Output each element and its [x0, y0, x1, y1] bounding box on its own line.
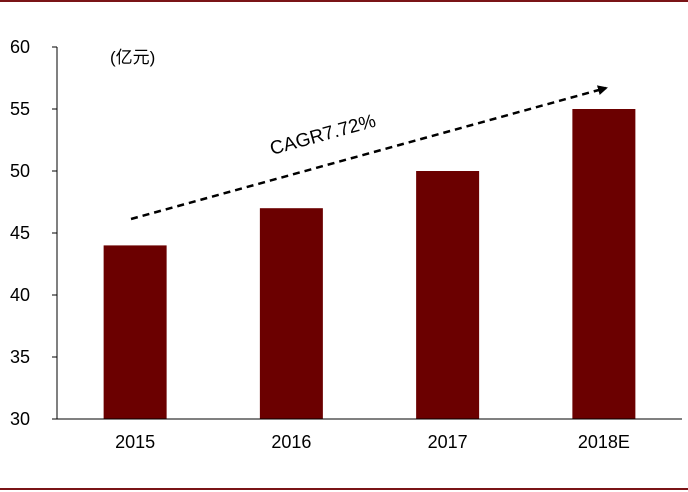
x-tick-label: 2018E — [578, 432, 630, 452]
y-ticks-group: 30 35 40 45 50 55 60 — [10, 37, 57, 429]
y-tick-label: 45 — [10, 223, 30, 243]
y-tick-label: 35 — [10, 347, 30, 367]
bar-2015 — [103, 245, 167, 419]
x-ticks-group: 2015 2016 2017 2018E — [115, 432, 630, 452]
y-tick-label: 55 — [10, 99, 30, 119]
top-border — [0, 0, 688, 2]
bars-group — [103, 109, 636, 419]
y-tick-label: 30 — [10, 409, 30, 429]
unit-label: (亿元) — [110, 48, 155, 67]
bottom-border — [0, 488, 688, 490]
x-tick-label: 2016 — [271, 432, 311, 452]
cagr-annotation: CAGR7.72% — [268, 111, 379, 160]
y-tick-label: 50 — [10, 161, 30, 181]
x-tick-label: 2017 — [428, 432, 468, 452]
y-tick-label: 60 — [10, 37, 30, 57]
bar-2017 — [416, 171, 480, 419]
x-tick-label: 2015 — [115, 432, 155, 452]
bar-2016 — [259, 208, 323, 419]
bar-2018E — [572, 109, 636, 419]
trend-arrow — [130, 85, 608, 221]
y-tick-label: 40 — [10, 285, 30, 305]
